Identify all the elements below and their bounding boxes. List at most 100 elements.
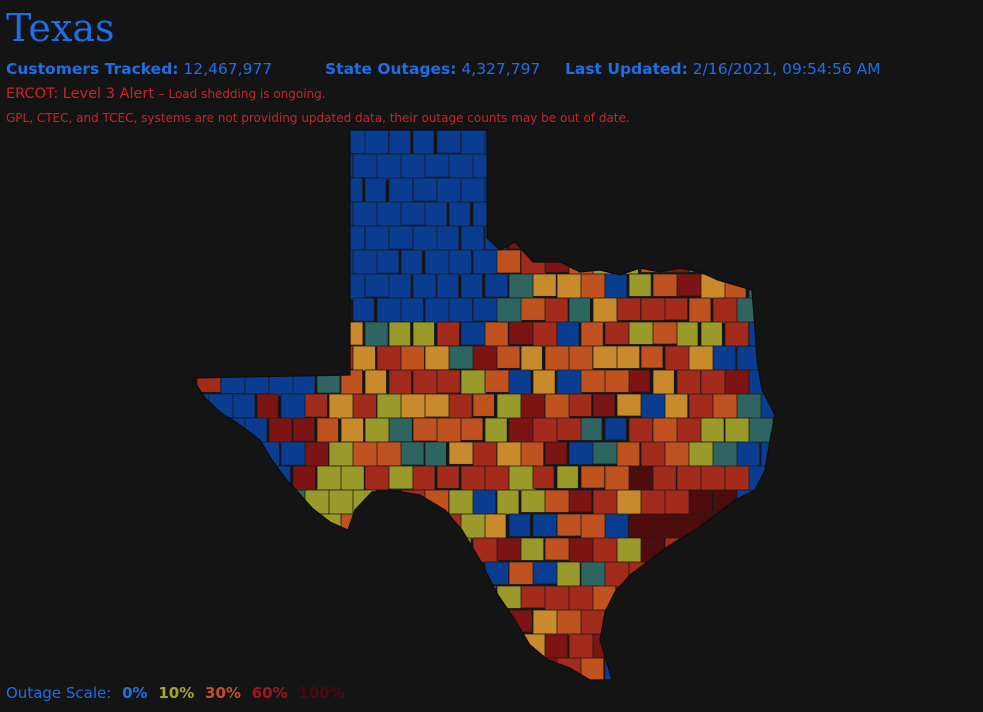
county-region[interactable] xyxy=(604,225,631,252)
county-region[interactable] xyxy=(604,561,630,588)
county-region[interactable] xyxy=(280,633,306,659)
county-region[interactable] xyxy=(244,369,270,395)
county-region[interactable] xyxy=(508,657,534,682)
county-region[interactable] xyxy=(388,321,411,347)
county-region[interactable] xyxy=(508,369,532,395)
county-region[interactable] xyxy=(508,177,533,203)
county-region[interactable] xyxy=(676,130,701,155)
county-region[interactable] xyxy=(304,153,328,177)
county-region[interactable] xyxy=(316,561,340,587)
county-region[interactable] xyxy=(364,177,387,205)
county-region[interactable] xyxy=(748,513,772,539)
county-region[interactable] xyxy=(316,225,339,251)
county-region[interactable] xyxy=(424,633,449,659)
county-region[interactable] xyxy=(676,177,702,201)
county-region[interactable] xyxy=(604,369,633,393)
county-region[interactable] xyxy=(472,585,497,609)
county-region[interactable] xyxy=(364,561,392,587)
county-region[interactable] xyxy=(772,609,798,634)
county-region[interactable] xyxy=(496,153,519,180)
county-region[interactable] xyxy=(388,130,411,157)
county-region[interactable] xyxy=(508,465,537,491)
county-region[interactable] xyxy=(376,489,399,514)
county-region[interactable] xyxy=(424,537,449,563)
county-region[interactable] xyxy=(616,441,641,467)
county-region[interactable] xyxy=(424,393,451,418)
county-region[interactable] xyxy=(436,177,462,204)
county-region[interactable] xyxy=(568,153,596,179)
county-region[interactable] xyxy=(592,297,618,323)
county-region[interactable] xyxy=(785,346,810,371)
county-region[interactable] xyxy=(496,585,523,609)
county-region[interactable] xyxy=(484,177,508,204)
county-region[interactable] xyxy=(617,682,640,707)
county-region[interactable] xyxy=(604,177,630,203)
county-region[interactable] xyxy=(460,561,483,587)
county-region[interactable] xyxy=(712,201,738,225)
county-region[interactable] xyxy=(688,633,712,659)
county-region[interactable] xyxy=(473,682,500,704)
county-region[interactable] xyxy=(436,273,459,300)
county-region[interactable] xyxy=(497,682,520,706)
county-region[interactable] xyxy=(652,177,679,203)
county-region[interactable] xyxy=(712,153,735,177)
county-region[interactable] xyxy=(484,561,510,585)
county-region[interactable] xyxy=(544,633,569,660)
county-region[interactable] xyxy=(532,417,559,443)
county-region[interactable] xyxy=(568,585,597,612)
county-region[interactable] xyxy=(292,465,316,492)
county-region[interactable] xyxy=(304,201,332,226)
county-region[interactable] xyxy=(785,394,808,419)
county-region[interactable] xyxy=(268,561,295,587)
county-region[interactable] xyxy=(400,345,425,372)
county-region[interactable] xyxy=(484,513,507,539)
county-region[interactable] xyxy=(448,585,475,611)
county-region[interactable] xyxy=(496,441,522,468)
county-region[interactable] xyxy=(712,633,738,658)
county-region[interactable] xyxy=(316,657,345,682)
county-region[interactable] xyxy=(593,682,615,707)
county-region[interactable] xyxy=(304,393,328,418)
county-region[interactable] xyxy=(364,225,390,253)
county-region[interactable] xyxy=(772,369,800,396)
county-region[interactable] xyxy=(364,465,391,491)
county-region[interactable] xyxy=(340,465,365,492)
county-region[interactable] xyxy=(760,249,787,276)
county-region[interactable] xyxy=(724,657,750,680)
county-region[interactable] xyxy=(676,321,699,347)
county-region[interactable] xyxy=(508,273,534,299)
county-region[interactable] xyxy=(460,369,487,395)
county-region[interactable] xyxy=(352,441,379,468)
county-region[interactable] xyxy=(724,130,750,153)
county-region[interactable] xyxy=(292,513,317,539)
county-region[interactable] xyxy=(748,321,775,347)
county-region[interactable] xyxy=(352,633,376,657)
county-region[interactable] xyxy=(376,345,404,371)
county-region[interactable] xyxy=(316,273,342,301)
county-region[interactable] xyxy=(521,682,545,707)
county-region[interactable] xyxy=(220,321,243,345)
county-region[interactable] xyxy=(352,393,377,419)
county-region[interactable] xyxy=(544,201,569,227)
county-region[interactable] xyxy=(292,417,315,442)
county-region[interactable] xyxy=(268,609,292,636)
county-region[interactable] xyxy=(352,249,380,277)
county-region[interactable] xyxy=(616,249,639,275)
county-region[interactable] xyxy=(688,249,714,273)
county-region[interactable] xyxy=(316,513,343,540)
county-region[interactable] xyxy=(580,465,606,489)
county-region[interactable] xyxy=(592,153,617,177)
county-region[interactable] xyxy=(628,225,654,251)
county-region[interactable] xyxy=(712,585,737,611)
county-region[interactable] xyxy=(412,513,440,537)
county-region[interactable] xyxy=(736,441,761,468)
county-region[interactable] xyxy=(496,537,523,561)
county-region[interactable] xyxy=(616,345,641,369)
county-region[interactable] xyxy=(364,417,390,444)
county-region[interactable] xyxy=(712,249,737,275)
county-region[interactable] xyxy=(676,369,702,396)
county-region[interactable] xyxy=(400,153,426,181)
county-region[interactable] xyxy=(568,633,594,660)
county-region[interactable] xyxy=(520,585,548,609)
county-region[interactable] xyxy=(652,273,680,297)
